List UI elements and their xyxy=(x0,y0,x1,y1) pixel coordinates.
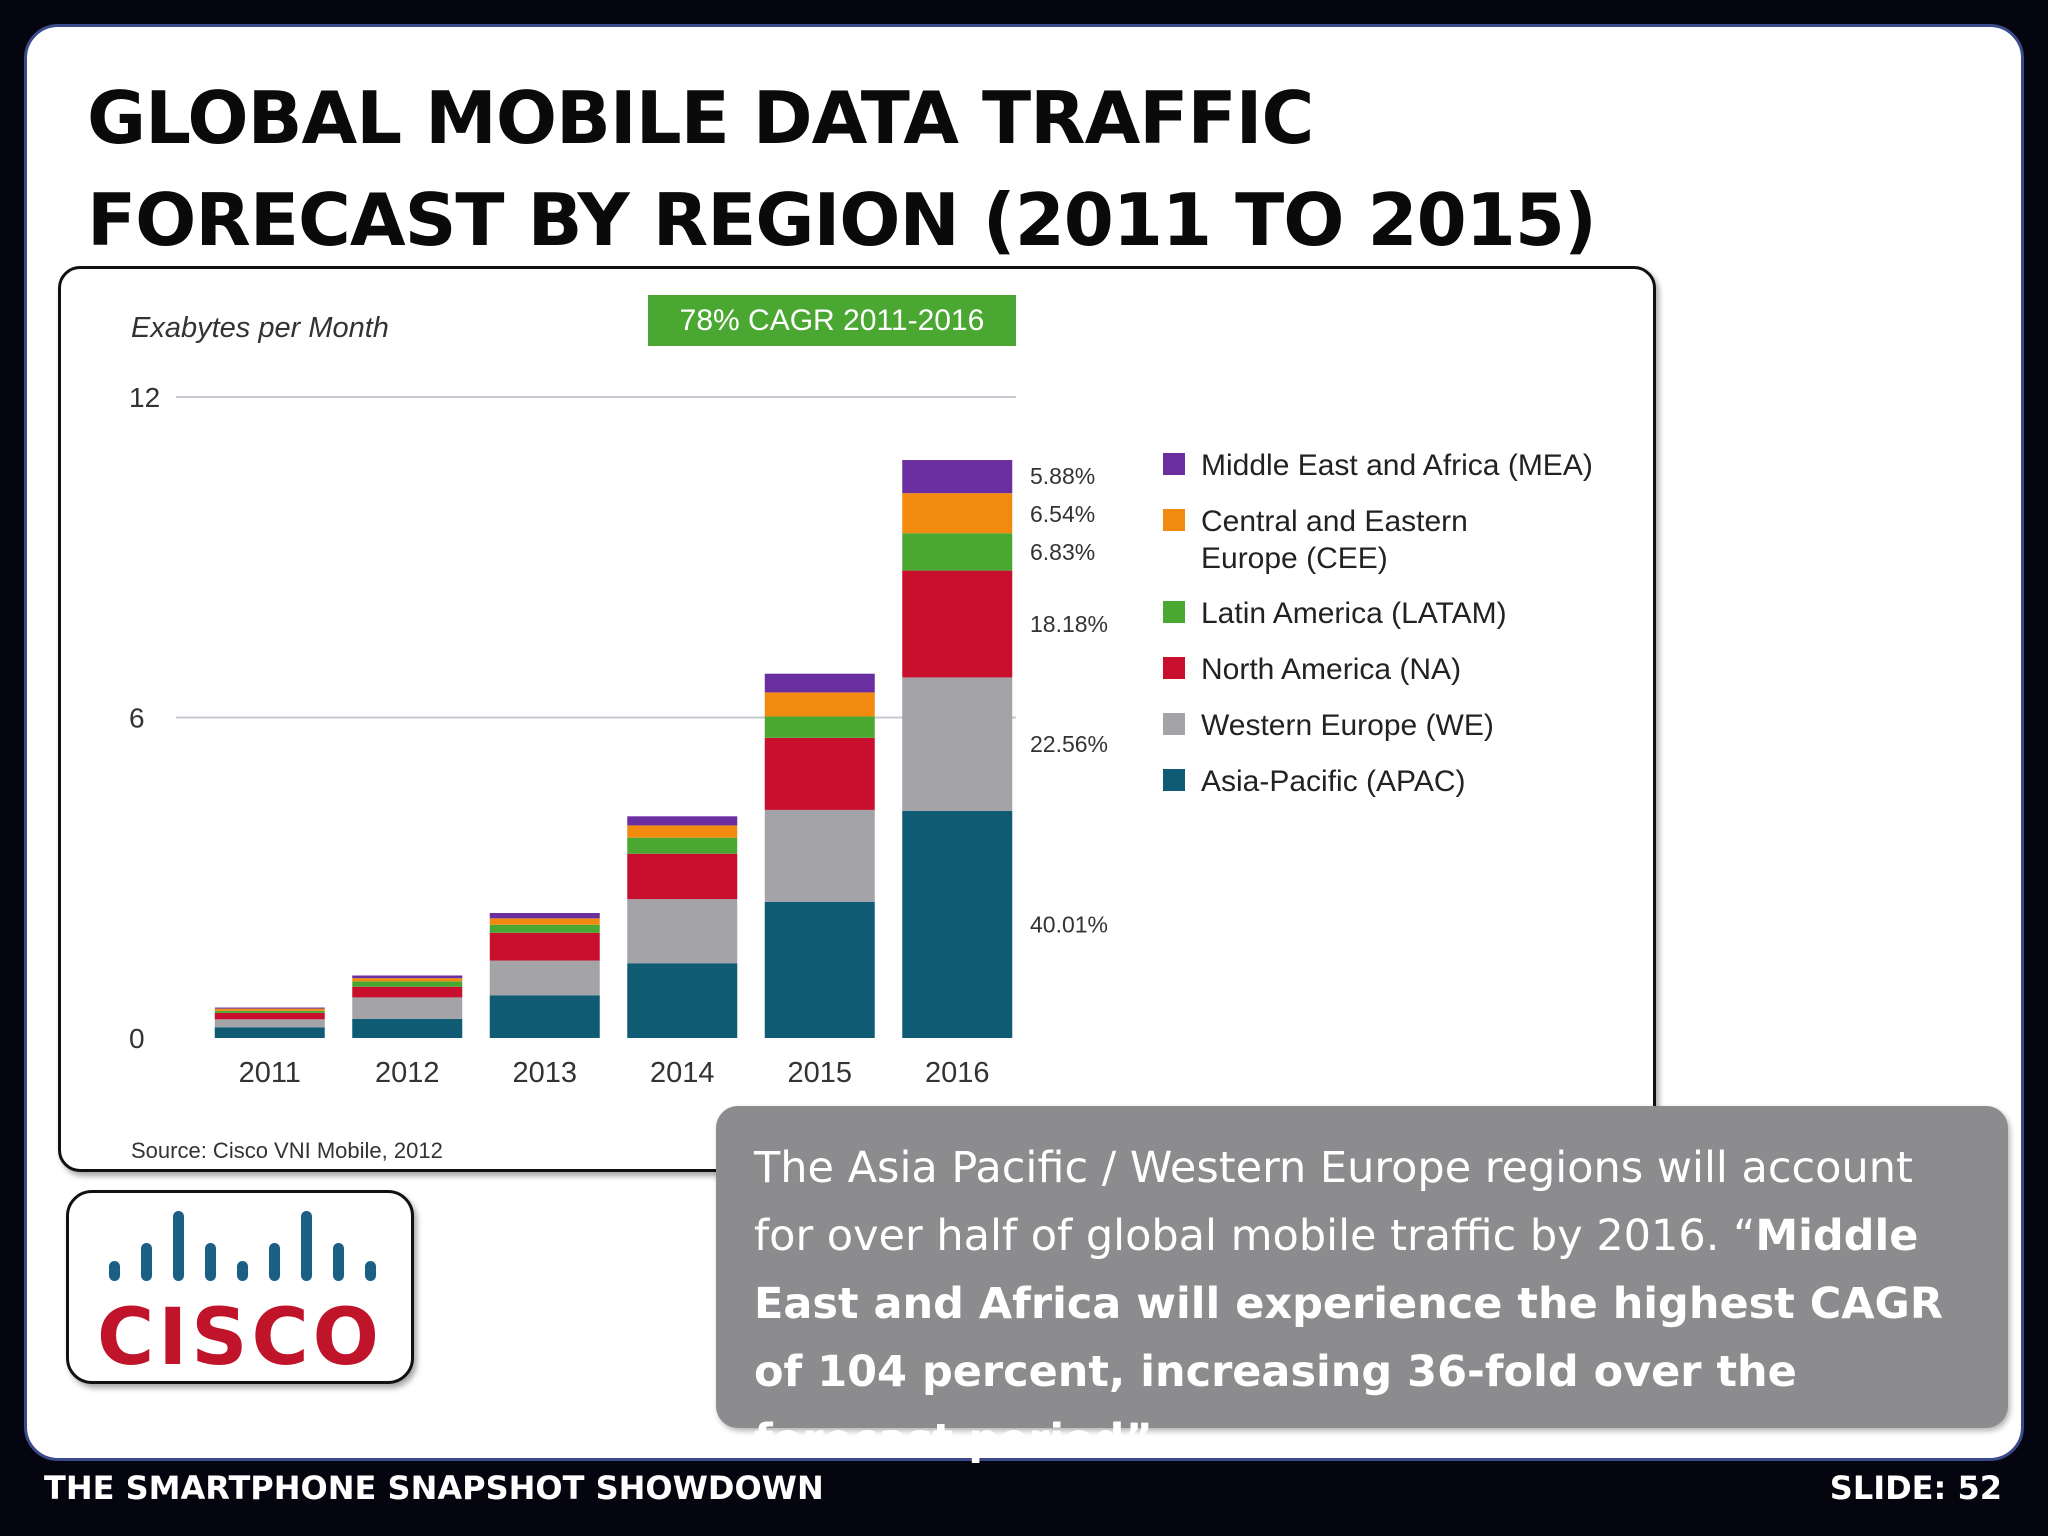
legend-swatch xyxy=(1163,601,1185,623)
bar-segment-2015-5 xyxy=(764,673,875,693)
bar-segment-2014-4 xyxy=(627,825,738,838)
bar-segment-2013-3 xyxy=(489,924,600,933)
bar-segment-2016-1 xyxy=(902,677,1013,811)
legend-label: Middle East and Africa (MEA) xyxy=(1201,449,1593,482)
legend-swatch xyxy=(1163,509,1185,531)
bar-segment-2015-2 xyxy=(764,737,875,810)
bar-segment-2011-5 xyxy=(214,1007,325,1009)
bar-segment-2015-4 xyxy=(764,692,875,717)
logo-bar xyxy=(269,1243,280,1281)
y-tick-label: 12 xyxy=(129,382,160,413)
legend-label: Western Europe (WE) xyxy=(1201,709,1494,742)
segment-percent-label: 40.01% xyxy=(1030,911,1108,937)
x-tick-label: 2013 xyxy=(512,1057,577,1089)
bar-segment-2016-2 xyxy=(902,570,1013,678)
bar-segment-2011-3 xyxy=(214,1010,325,1013)
x-tick-label: 2012 xyxy=(375,1057,440,1089)
bar-segment-2012-3 xyxy=(352,981,463,987)
y-tick-label: 6 xyxy=(129,703,145,734)
title-line-1: GLOBAL MOBILE DATA TRAFFIC xyxy=(87,76,1314,160)
bar-segment-2013-2 xyxy=(489,932,600,961)
bar-segment-2013-5 xyxy=(489,913,600,919)
bar-segment-2016-4 xyxy=(902,493,1013,534)
bar-segment-2014-3 xyxy=(627,837,738,854)
segment-percent-label: 5.88% xyxy=(1030,463,1095,489)
x-tick-label: 2011 xyxy=(239,1057,301,1089)
stacked-bar-chart: Exabytes per Month 0 6 12 78% CAGR 2011-2016… xyxy=(129,295,1593,1163)
logo-bar xyxy=(173,1211,184,1281)
logo-bar xyxy=(141,1243,152,1281)
callout-quote: Middle East and Africa will experience t… xyxy=(754,1211,1943,1465)
bar-segment-2016-5 xyxy=(902,460,1013,494)
chart-source: Source: Cisco VNI Mobile, 2012 xyxy=(131,1138,443,1163)
segment-percent-label: 18.18% xyxy=(1030,611,1108,637)
bar-segment-2011-0 xyxy=(214,1027,325,1038)
bar-segment-2013-0 xyxy=(489,995,600,1038)
bar-segment-2012-4 xyxy=(352,978,463,982)
footer-slide-number: SLIDE: 52 xyxy=(1829,1469,2002,1507)
footer-presentation-title: THE SMARTPHONE SNAPSHOT SHOWDOWN xyxy=(44,1469,824,1507)
bar-segment-2014-2 xyxy=(627,853,738,900)
bar-segment-2011-2 xyxy=(214,1012,325,1020)
bar-segment-2014-0 xyxy=(627,963,738,1038)
segment-percent-label: 6.54% xyxy=(1030,501,1095,527)
bar-segment-2012-5 xyxy=(352,975,463,979)
legend-label: North America (NA) xyxy=(1201,653,1461,686)
logo-bar xyxy=(109,1261,120,1281)
legend-swatch xyxy=(1163,713,1185,735)
bar-segment-2012-1 xyxy=(352,997,463,1019)
logo-bar xyxy=(333,1243,344,1281)
cisco-bridge-icon xyxy=(109,1211,376,1281)
legend-swatch xyxy=(1163,453,1185,475)
bar-segment-2013-1 xyxy=(489,960,600,996)
chart-container: Exabytes per Month 0 6 12 78% CAGR 2011-2016… xyxy=(58,266,1656,1172)
bar-segment-2016-0 xyxy=(902,810,1013,1038)
bar-segment-2016-3 xyxy=(902,533,1013,571)
logo-wordmark: CISCO xyxy=(97,1293,383,1383)
legend-label: Latin America (LATAM) xyxy=(1201,597,1507,630)
callout-box: The Asia Pacific / Western Europe region… xyxy=(716,1106,2008,1465)
title-line-2: FORECAST BY REGION (2011 TO 2015) xyxy=(87,178,1597,262)
bar-segment-2015-0 xyxy=(764,901,875,1038)
legend-label: Central and Eastern xyxy=(1201,505,1468,538)
logo-bar xyxy=(365,1261,376,1281)
bar-segment-2011-1 xyxy=(214,1019,325,1028)
legend-swatch xyxy=(1163,769,1185,791)
x-tick-label: 2015 xyxy=(787,1057,852,1089)
bar-segment-2012-2 xyxy=(352,986,463,998)
x-tick-label: 2014 xyxy=(650,1057,715,1089)
bar-segment-2014-5 xyxy=(627,816,738,826)
slide-title: GLOBAL MOBILE DATA TRAFFIC FORECAST BY R… xyxy=(87,67,1597,271)
cagr-badge xyxy=(648,295,1016,346)
bar-segment-2015-1 xyxy=(764,809,875,902)
y-tick-label: 0 xyxy=(129,1023,145,1054)
legend-label: Asia-Pacific (APAC) xyxy=(1201,765,1466,798)
bar-segment-2011-4 xyxy=(214,1008,325,1011)
x-tick-label: 2016 xyxy=(925,1057,990,1089)
legend-swatch xyxy=(1163,657,1185,679)
bar-segment-2014-1 xyxy=(627,899,738,964)
bar-segment-2012-0 xyxy=(352,1018,463,1038)
segment-percent-label: 6.83% xyxy=(1030,539,1095,565)
logo-bar xyxy=(205,1243,216,1281)
y-axis-label: Exabytes per Month xyxy=(131,312,389,344)
logo-bar xyxy=(237,1261,248,1281)
segment-percent-label: 22.56% xyxy=(1030,731,1108,757)
callout-text: The Asia Pacific / Western Europe region… xyxy=(754,1143,1913,1261)
cagr-badge-text: 78% CAGR 2011-2016 xyxy=(680,304,985,337)
legend-label: Europe (CEE) xyxy=(1201,542,1388,575)
bar-segment-2013-4 xyxy=(489,918,600,925)
bar-segment-2015-3 xyxy=(764,716,875,738)
cisco-logo: CISCO xyxy=(66,1190,414,1384)
logo-bar xyxy=(301,1211,312,1281)
